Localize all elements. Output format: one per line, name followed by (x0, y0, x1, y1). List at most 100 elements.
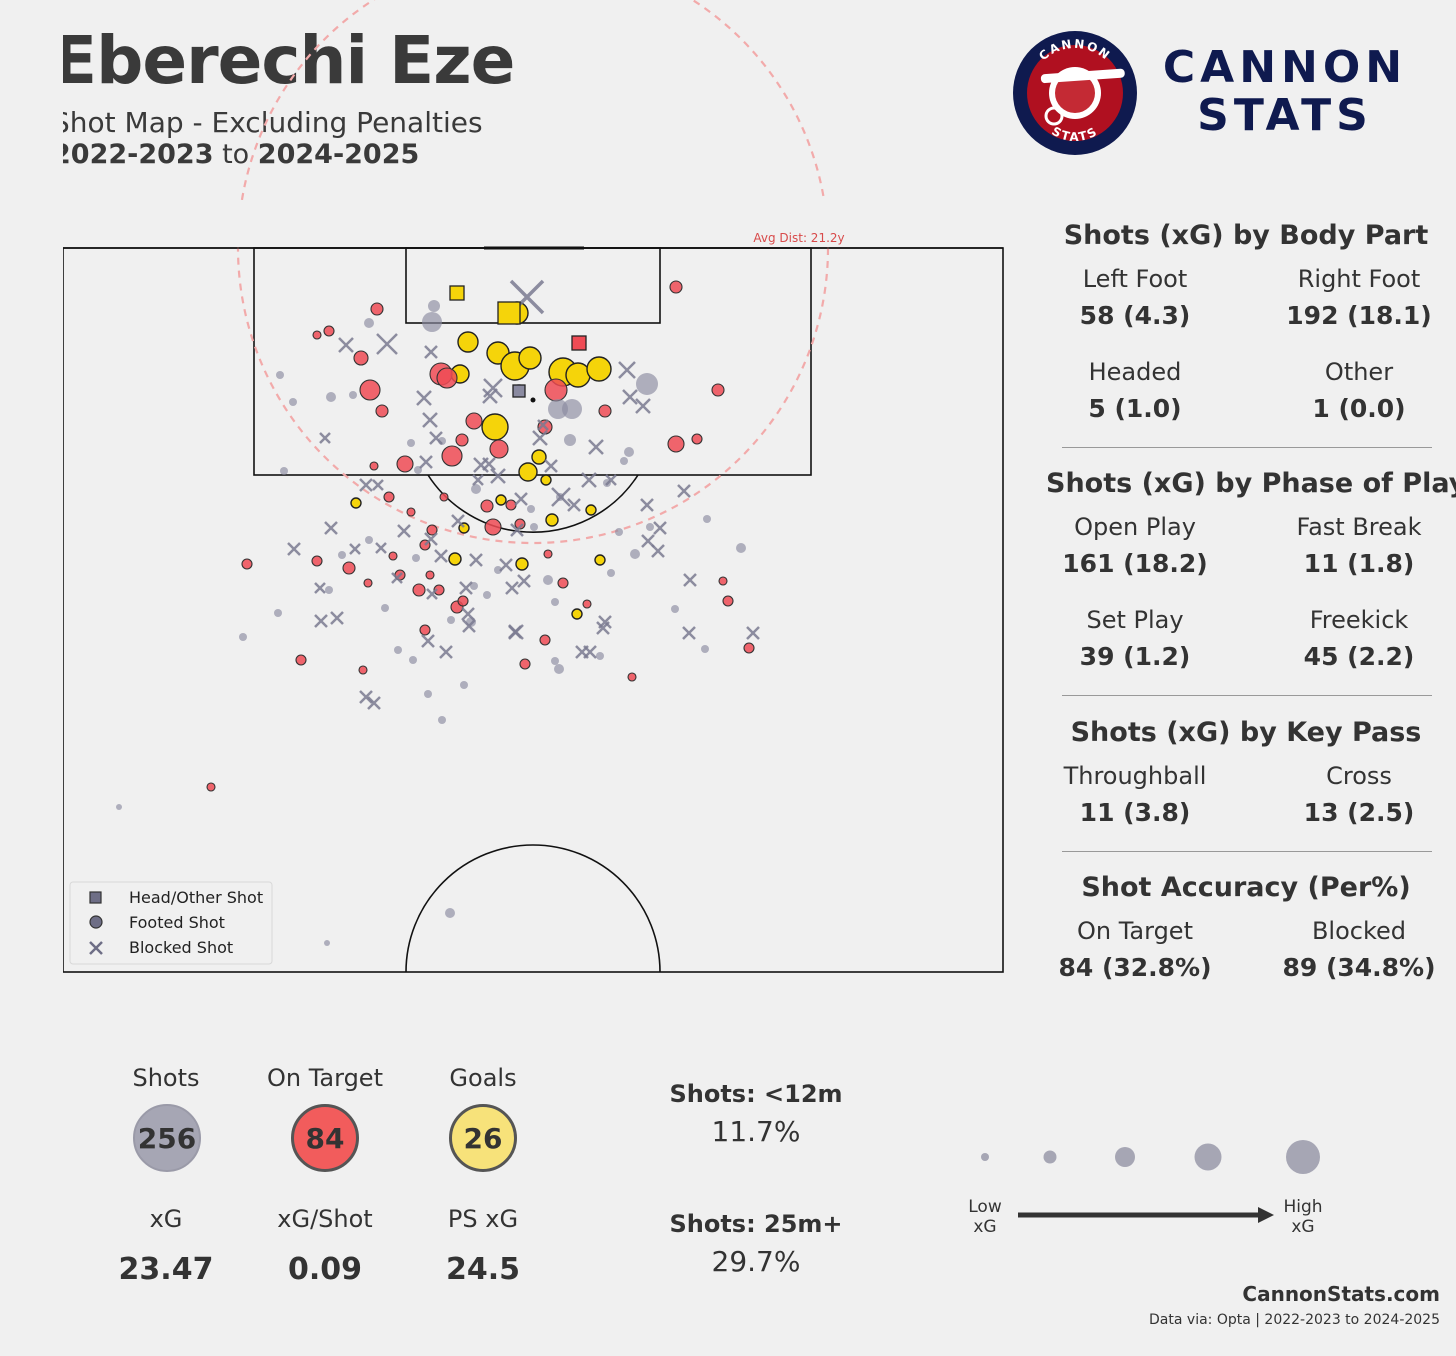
blocked-shot-marker (551, 487, 571, 507)
shots-close-value: 11.7% (711, 1115, 801, 1148)
blocked-shot-marker (461, 607, 475, 621)
size-legend-dot-5 (1286, 1140, 1320, 1174)
on-target-shot-marker (557, 577, 569, 589)
blocked-shot-marker (640, 498, 654, 512)
other-shot-marker (551, 598, 559, 606)
other-shot-marker (646, 523, 654, 531)
blocked-shot-marker (359, 690, 373, 704)
other-shot-marker (607, 569, 615, 577)
goal-shot-marker (457, 331, 479, 353)
on-target-shot-marker (375, 404, 389, 418)
blocked-shot-marker (653, 521, 667, 535)
blocked-shot-marker (598, 615, 612, 629)
on-target-shot-marker (353, 350, 369, 366)
other-shot-marker (620, 457, 628, 465)
blocked-shot-marker (439, 645, 453, 659)
other-shot-marker (562, 399, 582, 419)
ps-xg-label: PS xG (447, 1205, 519, 1233)
on-target-shot-marker (383, 491, 395, 503)
blocked-shot-marker (416, 390, 432, 406)
blocked-shot-marker (319, 432, 331, 444)
avg-distance-label: Avg Dist: 21.2y (753, 231, 844, 245)
stat-right-foot: Right Foot 192 (18.1) (1259, 265, 1456, 330)
svg-text:STATS: STATS (1049, 124, 1100, 144)
blocked-shot-marker (434, 549, 448, 563)
other-shot-marker (548, 399, 568, 419)
on-target-shot-marker (598, 404, 612, 418)
on-target-shot-marker (388, 551, 398, 561)
size-legend-high-1: High (1283, 1197, 1322, 1217)
legend-head-label: Head/Other Shot (129, 888, 263, 907)
blocked-shot-marker (426, 588, 438, 600)
on-target-shot-marker (711, 383, 725, 397)
fast-break-value: 11 (1.8) (1303, 549, 1415, 578)
chart-subtitle: Shot Map - Excluding Penalties (52, 106, 483, 139)
goal-shot-marker (518, 346, 542, 370)
other-shot-marker (381, 604, 389, 612)
other-shot-marker (624, 447, 634, 457)
season-to-word: to (222, 139, 250, 170)
legend-footed-marker (89, 915, 103, 929)
on-target-shot-marker (505, 499, 517, 511)
on-target-shot-marker (436, 367, 458, 389)
legend-head-marker (89, 891, 102, 904)
on-target-shot-marker (433, 584, 445, 596)
size-legend-dot-3 (1115, 1147, 1135, 1167)
on-target-shot-marker (455, 433, 469, 447)
accuracy-title: Shot Accuracy (Per%) (1081, 872, 1411, 903)
blocked-shot-marker (397, 524, 411, 538)
on-target-shot-marker (439, 492, 449, 502)
other-shot-marker (274, 609, 282, 617)
on-target-shot-marker (370, 302, 384, 316)
legend-blocked-marker (89, 941, 103, 955)
other-shot-marker (460, 681, 468, 689)
on-target-shot-marker (369, 461, 379, 471)
blocked-shot-marker (391, 572, 403, 584)
stat-blocked: Blocked 89 (34.8%) (1259, 917, 1456, 982)
right-foot-label: Right Foot (1297, 265, 1421, 293)
blocked-shot-marker (588, 439, 604, 455)
blocked-shot-marker (532, 430, 548, 446)
other-shot-marker (338, 551, 346, 559)
stat-open-play: Open Play 161 (18.2) (1035, 513, 1235, 578)
open-play-value: 161 (18.2) (1062, 549, 1208, 578)
on-target-shot-marker (667, 435, 685, 453)
on-target-shot-marker (669, 280, 683, 294)
xg-label: xG (149, 1205, 183, 1233)
blocked-shot-marker (459, 581, 473, 595)
cross-value: 13 (2.5) (1303, 798, 1415, 827)
set-play-label: Set Play (1086, 606, 1184, 634)
other-shot-marker (276, 371, 284, 379)
size-legend-dot-2 (1043, 1150, 1057, 1164)
on-target-shot-marker (480, 499, 494, 513)
blocked-shot-marker (683, 573, 697, 587)
legend-blocked-label: Blocked Shot (129, 938, 233, 957)
phase-panel: Shots (xG) by Phase of Play (1046, 468, 1456, 499)
phase-title: Shots (xG) by Phase of Play (1046, 468, 1456, 499)
header-shot-marker (571, 335, 587, 351)
blocked-shot-marker (462, 619, 476, 633)
blocked-shot-marker (375, 542, 387, 554)
site-url[interactable]: CannonStats.com (1242, 1282, 1440, 1306)
blocked-shot-marker (746, 626, 760, 640)
on-target-shot-marker (718, 576, 728, 586)
on-target-shot-marker (359, 379, 381, 401)
blocked-shot-marker (424, 345, 438, 359)
size-legend-arrowhead (1258, 1207, 1274, 1223)
ps-xg-value: 24.5 (445, 1252, 521, 1287)
stat-set-play: Set Play 39 (1.2) (1035, 606, 1235, 671)
other-shot-marker (615, 528, 623, 536)
on-target-shot-marker (295, 654, 307, 666)
goals-circle: 26 (449, 1104, 517, 1172)
xg-value: 23.47 (118, 1252, 214, 1287)
set-play-value: 39 (1.2) (1079, 642, 1191, 671)
on-target-circle: 84 (291, 1104, 359, 1172)
size-legend-low-1: Low (968, 1197, 1002, 1217)
blocked-shot-marker (517, 574, 531, 588)
freekick-label: Freekick (1309, 606, 1409, 634)
other-value: 1 (0.0) (1312, 394, 1406, 423)
throughball-value: 11 (3.8) (1079, 798, 1191, 827)
other-shot-marker (365, 536, 373, 544)
blocked-shot-marker (618, 361, 636, 379)
